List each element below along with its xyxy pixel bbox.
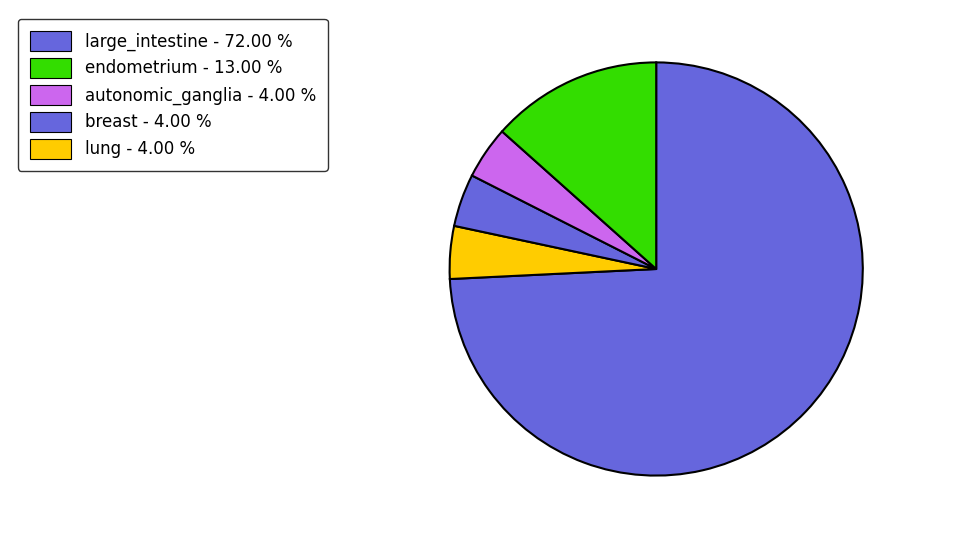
Wedge shape — [455, 175, 656, 269]
Wedge shape — [450, 226, 656, 279]
Wedge shape — [450, 62, 863, 476]
Wedge shape — [502, 62, 656, 269]
Wedge shape — [472, 131, 656, 269]
Legend: large_intestine - 72.00 %, endometrium - 13.00 %, autonomic_ganglia - 4.00 %, br: large_intestine - 72.00 %, endometrium -… — [18, 19, 327, 171]
